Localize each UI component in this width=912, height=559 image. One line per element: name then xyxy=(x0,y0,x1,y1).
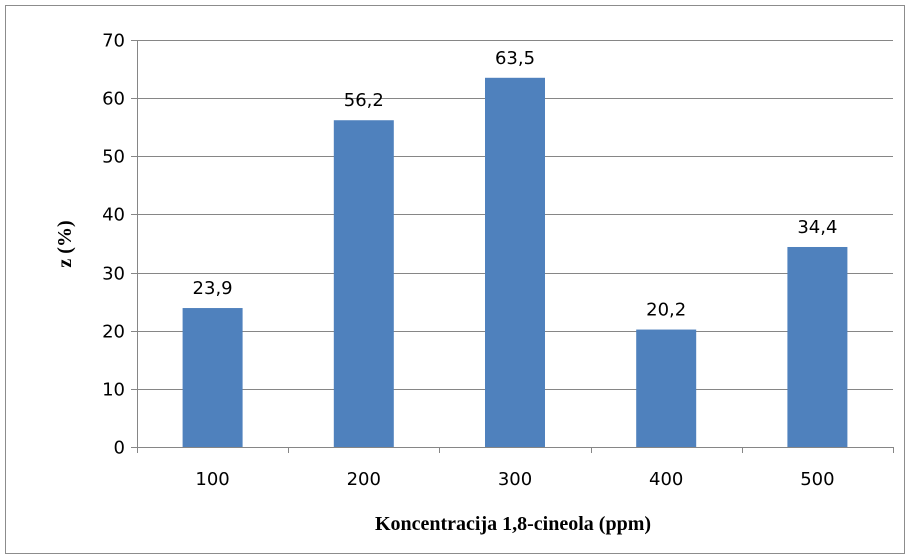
bar-400 xyxy=(636,329,697,447)
x-tick-label-400: 400 xyxy=(649,469,683,490)
data-label-400: 20,2 xyxy=(646,300,686,321)
axes xyxy=(131,40,894,453)
y-tick-label-50: 50 xyxy=(102,147,125,168)
tick-labels: 0 10 20 30 40 50 60 70 100 200 300 400 500 xyxy=(102,31,834,491)
data-label-500: 34,4 xyxy=(797,217,837,238)
y-tick-label-60: 60 xyxy=(102,89,125,110)
x-tick-label-100: 100 xyxy=(195,469,229,490)
bar-500 xyxy=(787,246,848,447)
bar-200 xyxy=(333,120,394,447)
bar-100 xyxy=(182,308,243,447)
data-label-300: 63,5 xyxy=(495,48,535,69)
y-tick-label-40: 40 xyxy=(102,205,125,226)
x-tick-label-300: 300 xyxy=(498,469,532,490)
bars xyxy=(182,77,848,448)
data-label-200: 56,2 xyxy=(344,90,384,111)
data-labels: 23,9 56,2 63,5 20,2 34,4 xyxy=(193,48,838,321)
x-tick-label-500: 500 xyxy=(800,469,834,490)
y-tick-label-10: 10 xyxy=(102,380,125,401)
x-axis-title: Koncentracija 1,8-cineola (ppm) xyxy=(375,513,651,535)
y-tick-label-70: 70 xyxy=(102,31,125,52)
y-tick-label-30: 30 xyxy=(102,264,125,285)
y-tick-label-20: 20 xyxy=(102,322,125,343)
x-tick-label-200: 200 xyxy=(347,469,381,490)
data-label-100: 23,9 xyxy=(193,278,233,299)
y-axis-title: z (%) xyxy=(54,220,76,267)
chart-frame xyxy=(5,5,905,554)
y-tick-label-0: 0 xyxy=(114,438,125,459)
bar-300 xyxy=(485,77,545,448)
